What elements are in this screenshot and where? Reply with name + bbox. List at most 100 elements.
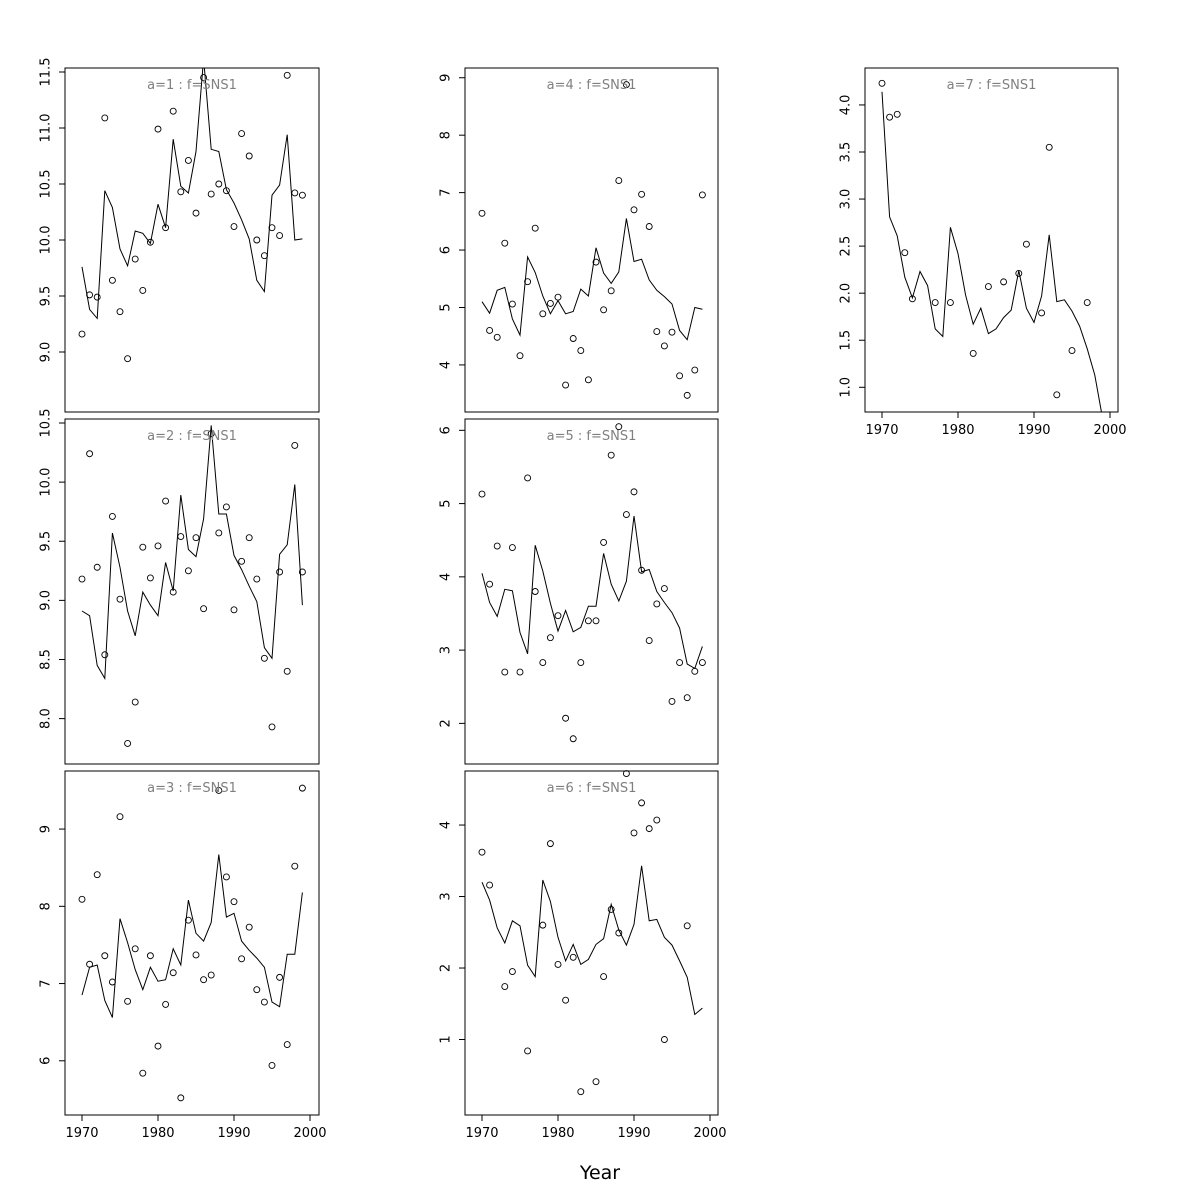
data-point (108, 978, 116, 986)
data-point (162, 497, 170, 505)
data-point (577, 347, 585, 355)
y-tick-label: 8.5 (39, 649, 54, 670)
data-point (600, 306, 608, 314)
data-point (516, 668, 524, 676)
panel-2: 8.0 8.5 9.0 9.5 10.0 10.5 a=2 : f=SNS1 (39, 409, 320, 765)
data-point (276, 232, 284, 239)
data-point (177, 1094, 185, 1102)
data-point (192, 534, 200, 542)
panel-5: 2 3 4 5 6 a=5 : f=SNS1 (439, 418, 719, 765)
y-tick-label: 4 (439, 573, 454, 581)
data-point (86, 291, 94, 299)
x-tick-label: 1970 (865, 423, 898, 438)
y-tick-label: 2 (439, 719, 454, 727)
data-point (207, 971, 215, 979)
data-point (524, 1047, 532, 1055)
y-tick-label: 9.5 (39, 286, 54, 307)
data-point (184, 567, 192, 575)
data-point (645, 637, 653, 645)
data-point (569, 335, 577, 342)
data-point (124, 997, 132, 1005)
data-point (131, 945, 139, 953)
data-point (546, 634, 554, 642)
data-point (653, 328, 661, 336)
data-point (645, 825, 653, 833)
panel-7: 1.0 1.5 2.0 2.5 3.0 3.5 4.0 1970 1980 1990 2000 a=7… (839, 67, 1127, 438)
data-point (668, 328, 676, 336)
y-tick-label: 8 (39, 902, 54, 910)
panel-4: 4 5 6 7 8 9 a=4 : f=SNS1 (439, 67, 719, 413)
data-point (600, 973, 608, 981)
data-point (908, 295, 916, 303)
data-point (660, 585, 668, 593)
data-point (1083, 299, 1091, 307)
data-point (931, 299, 939, 307)
data-point (577, 659, 585, 667)
x-tick-label: 1990 (617, 1126, 650, 1141)
y-tick-label: 2 (439, 964, 454, 972)
data-point (154, 542, 162, 550)
data-point (683, 922, 691, 930)
data-point (101, 952, 109, 960)
panel-frame (64, 770, 320, 1116)
data-point (486, 327, 494, 334)
data-point (139, 1069, 147, 1077)
y-tick-label: 3.5 (839, 142, 854, 163)
data-point (238, 557, 246, 565)
data-point (245, 534, 253, 542)
data-point (486, 881, 494, 889)
fitted-line (881, 91, 1102, 412)
y-tick-label: 7 (39, 979, 54, 987)
data-point (268, 224, 276, 232)
data-point (108, 276, 116, 284)
data-point (607, 451, 615, 459)
y-tick-label: 9 (39, 825, 54, 833)
data-point (638, 566, 646, 574)
data-point (584, 617, 592, 625)
data-point (298, 191, 306, 199)
y-tick-label: 1.5 (839, 330, 854, 351)
data-point (478, 848, 486, 856)
panel-frame (864, 67, 1119, 413)
data-point (93, 871, 101, 879)
data-point (615, 177, 623, 185)
data-point (638, 799, 646, 807)
data-point (291, 189, 299, 197)
data-point (683, 694, 691, 702)
data-point (116, 595, 124, 603)
panel-6: 1 2 3 4 1970 1980 1990 2000 a=6 : f=SNS1 (439, 770, 727, 1141)
data-point (676, 659, 684, 667)
data-point (901, 249, 909, 257)
data-point (131, 698, 139, 706)
y-tick-label: 4 (439, 821, 454, 829)
data-point (539, 921, 547, 929)
data-point (569, 953, 577, 961)
data-point (124, 355, 132, 363)
data-point (683, 391, 691, 399)
y-tick-label: 10.5 (39, 409, 54, 438)
data-point (1000, 278, 1008, 286)
x-tick-label: 2000 (693, 1126, 726, 1141)
panel-1: 9.0 9.5 10.0 10.5 11.0 11.5 a=1 : f=SNS1 (39, 58, 320, 413)
x-tick-label: 1970 (465, 1126, 498, 1141)
data-point (698, 659, 706, 667)
data-point (238, 130, 246, 138)
data-point (668, 697, 676, 705)
data-point (200, 74, 208, 82)
y-tick-label: 7 (439, 188, 454, 196)
data-point (645, 223, 653, 230)
data-point (886, 113, 894, 121)
data-point (554, 293, 562, 301)
fitted-line (81, 68, 303, 320)
data-point (546, 300, 554, 307)
y-tick-label: 6 (39, 1057, 54, 1065)
data-point (154, 1042, 162, 1050)
y-tick-label: 10.0 (39, 226, 54, 255)
data-point (207, 190, 215, 198)
data-point (184, 157, 192, 164)
data-point (584, 376, 592, 384)
data-point (230, 898, 238, 906)
data-point (531, 588, 539, 595)
y-tick-label: 3 (439, 646, 454, 654)
data-point (169, 969, 177, 977)
